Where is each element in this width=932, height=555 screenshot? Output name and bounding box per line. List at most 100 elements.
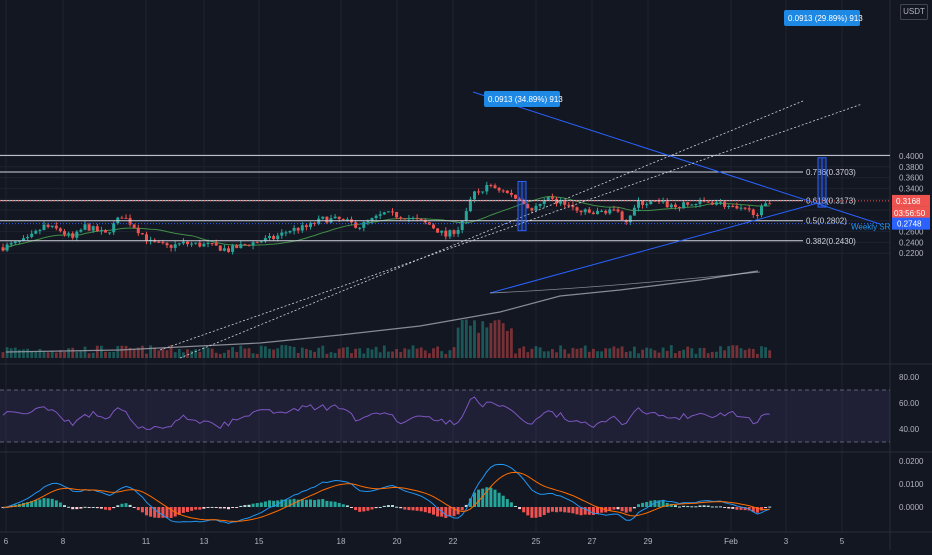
candle-body — [600, 210, 604, 212]
macd-histogram-bar — [374, 507, 378, 509]
volume-bar — [448, 350, 452, 358]
volume-bar — [255, 353, 259, 358]
candle-body — [222, 248, 226, 251]
candle-body — [71, 233, 75, 238]
volume-bar — [300, 347, 304, 358]
candle-body — [239, 244, 243, 249]
macd-histogram-bar — [280, 499, 284, 507]
volume-bar — [538, 347, 542, 358]
candle-body — [300, 225, 304, 231]
volume-bar — [575, 348, 579, 358]
volume-bar — [198, 351, 202, 358]
volume-bar — [284, 345, 288, 358]
candle-body — [464, 211, 468, 222]
macd-histogram-bar — [284, 499, 288, 507]
candle-body — [768, 203, 772, 205]
fib-level-label: 0.382(0.2430) — [806, 237, 856, 246]
volume-bar — [30, 350, 34, 358]
volume-bar — [481, 321, 485, 358]
volume-bar — [268, 348, 271, 358]
price-tick-label: 0.3400 — [899, 184, 924, 193]
volume-bar — [682, 349, 685, 358]
volume-bar — [628, 351, 632, 358]
candle-body — [104, 230, 107, 233]
macd-histogram-bar — [534, 507, 538, 518]
macd-histogram-bar — [136, 507, 140, 511]
volume-bar — [153, 347, 157, 358]
candle-body — [67, 233, 71, 235]
macd-histogram-bar — [444, 507, 448, 518]
volume-bar — [190, 350, 193, 358]
macd-histogram-bar — [391, 505, 394, 507]
macd-histogram-bar — [116, 505, 120, 507]
candle-body — [34, 230, 38, 234]
countdown-label: 03:56:50 — [894, 209, 926, 218]
volume-bar — [120, 345, 124, 358]
volume-bar — [710, 352, 714, 358]
macd-histogram-bar — [493, 489, 497, 507]
measure-label-box — [784, 10, 860, 26]
candle-body — [723, 201, 727, 207]
volume-bar — [723, 350, 726, 358]
volume-bar — [702, 347, 706, 358]
channel-line — [179, 100, 804, 359]
candle-body — [485, 185, 489, 192]
volume-bar — [514, 353, 517, 358]
candle-body — [46, 224, 50, 227]
volume-bar — [128, 347, 132, 358]
macd-histogram-bar — [83, 506, 87, 508]
candle-body — [296, 227, 300, 231]
candle-body — [669, 204, 673, 208]
volume-bar — [259, 345, 263, 358]
candle-body — [559, 200, 563, 204]
price-tick-label: 0.2200 — [899, 249, 924, 258]
candle-body — [218, 245, 222, 251]
macd-histogram-bar — [579, 507, 583, 516]
rsi-tick-label: 40.00 — [899, 425, 920, 434]
volume-bar — [604, 348, 608, 358]
candle-body — [124, 217, 128, 219]
candle-body — [522, 200, 526, 205]
candle-body — [370, 218, 374, 221]
macd-histogram-bar — [464, 504, 468, 507]
candle-body — [161, 242, 165, 244]
rsi-band — [0, 390, 890, 442]
last-price-label: 0.3168 — [896, 197, 921, 206]
macd-histogram-bar — [555, 507, 558, 513]
macd-histogram-bar — [120, 503, 124, 507]
candle-body — [661, 201, 665, 203]
macd-histogram-bar — [34, 499, 38, 507]
time-tick-label: 29 — [644, 537, 653, 546]
volume-bar — [132, 348, 136, 358]
volume-bar — [579, 348, 583, 358]
macd-histogram-bar — [538, 507, 542, 517]
candle-body — [288, 230, 292, 233]
candle-body — [91, 226, 95, 231]
candle-body — [587, 209, 591, 213]
candle-body — [165, 243, 169, 246]
currency-badge[interactable]: USDT — [900, 4, 928, 20]
volume-bar — [551, 349, 554, 358]
candle-body — [468, 199, 472, 212]
candle-body — [604, 210, 608, 214]
candle-body — [501, 190, 505, 192]
macd-histogram-bar — [104, 507, 107, 510]
macd-histogram-bar — [300, 499, 304, 507]
trendline-lower — [489, 202, 819, 294]
rsi-tick-label: 60.00 — [899, 399, 920, 408]
macd-histogram-bar — [202, 507, 206, 509]
macd-histogram-bar — [563, 507, 567, 513]
candle-body — [706, 201, 710, 203]
candle-body — [38, 230, 42, 232]
volume-bar — [321, 345, 325, 358]
candle-body — [505, 190, 509, 193]
candle-body — [272, 235, 276, 240]
candle-body — [247, 244, 251, 246]
candle-body — [477, 191, 481, 193]
macd-histogram-bar — [509, 502, 513, 507]
macd-histogram-bar — [91, 506, 95, 508]
volume-bar — [91, 352, 95, 358]
volume-bar — [559, 345, 562, 358]
